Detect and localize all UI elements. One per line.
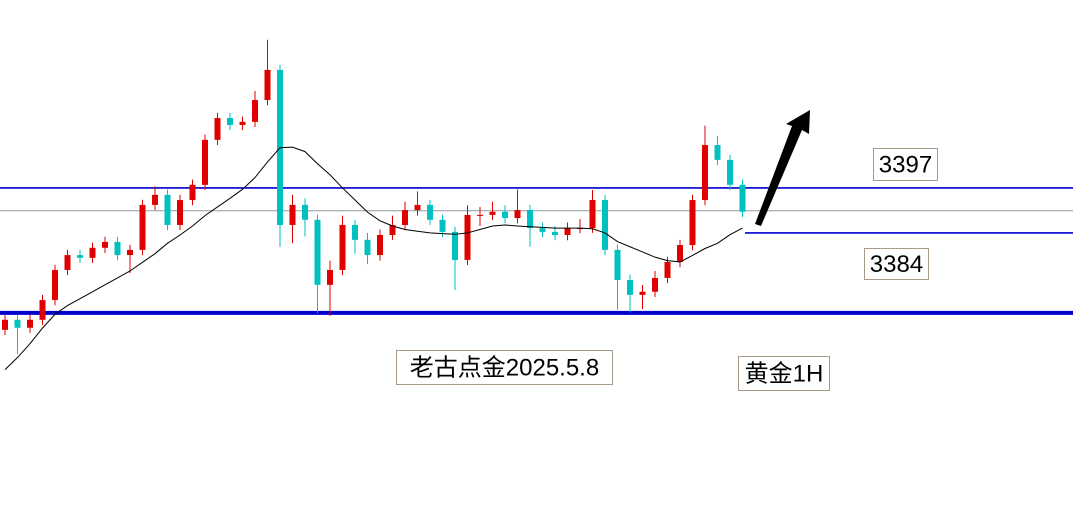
- candle-body: [339, 224, 346, 270]
- candles: [2, 39, 746, 370]
- candle-body: [677, 245, 683, 262]
- candle-body: [14, 319, 21, 328]
- candle-body: [527, 210, 533, 229]
- candle-body: [227, 118, 233, 125]
- candle-body: [39, 300, 46, 320]
- candle-body: [539, 228, 546, 232]
- candle-body: [627, 279, 633, 295]
- candle-body: [414, 204, 421, 211]
- annotation-text: 3397: [879, 151, 932, 178]
- candle-body: [727, 159, 733, 185]
- candle-body: [89, 247, 96, 258]
- candle-body: [652, 277, 658, 292]
- candle-body: [264, 69, 271, 101]
- candle-body: [314, 219, 321, 285]
- annotations: 3397 3384 老古点金2025.5.8 黄金1H: [396, 148, 938, 391]
- candle-body: [352, 224, 358, 240]
- candle-body: [502, 211, 508, 219]
- candle-body: [377, 235, 383, 256]
- annotation-box: [738, 356, 830, 391]
- candle-body: [564, 228, 571, 236]
- candle-body: [52, 269, 58, 301]
- candle-body: [464, 214, 471, 260]
- candle-body: [64, 255, 71, 270]
- candle-body: [214, 118, 221, 140]
- candle-body: [402, 210, 408, 225]
- candle-body: [589, 200, 596, 229]
- candle-body: [139, 204, 146, 250]
- candle-body: [152, 194, 158, 205]
- candle-body: [514, 210, 521, 219]
- candle-body: [552, 231, 558, 236]
- arrow: [755, 110, 810, 226]
- candle-body: [302, 204, 308, 220]
- candle-body: [252, 100, 258, 122]
- annotation-text: 黄金1H: [745, 360, 824, 387]
- candle-body: [114, 241, 121, 256]
- annotation-box: [396, 350, 613, 385]
- moving-average: [4, 146, 743, 370]
- candle-body: [702, 145, 708, 201]
- candle-body: [102, 241, 108, 248]
- candle-body: [689, 200, 696, 246]
- candle-body: [639, 291, 646, 295]
- candle-body: [164, 194, 171, 225]
- candle-body: [477, 214, 483, 216]
- candle-body: [2, 319, 8, 330]
- candle-body: [714, 145, 721, 160]
- annotation-box: [873, 148, 938, 181]
- candle-body: [239, 121, 246, 125]
- annotation-box: [864, 248, 929, 280]
- candle-body: [439, 219, 446, 232]
- candle-body: [127, 249, 133, 256]
- candle-body: [289, 204, 296, 225]
- candle-body: [602, 200, 608, 250]
- candle-body: [202, 139, 208, 185]
- candle-body: [427, 204, 433, 220]
- annotation-text: 老古点金2025.5.8: [410, 354, 599, 381]
- annotation-text: 3384: [870, 251, 923, 278]
- candle-body: [177, 200, 183, 225]
- candle-body: [27, 319, 33, 328]
- candle-body: [77, 255, 83, 258]
- candle-body: [739, 184, 746, 212]
- candle-body: [364, 239, 371, 256]
- candle-body: [489, 211, 496, 215]
- candle-body: [614, 249, 621, 280]
- candle-body: [664, 261, 671, 278]
- candle-body: [189, 184, 196, 201]
- candle-body: [452, 231, 458, 260]
- candle-body: [327, 269, 333, 285]
- candle-body: [389, 224, 396, 236]
